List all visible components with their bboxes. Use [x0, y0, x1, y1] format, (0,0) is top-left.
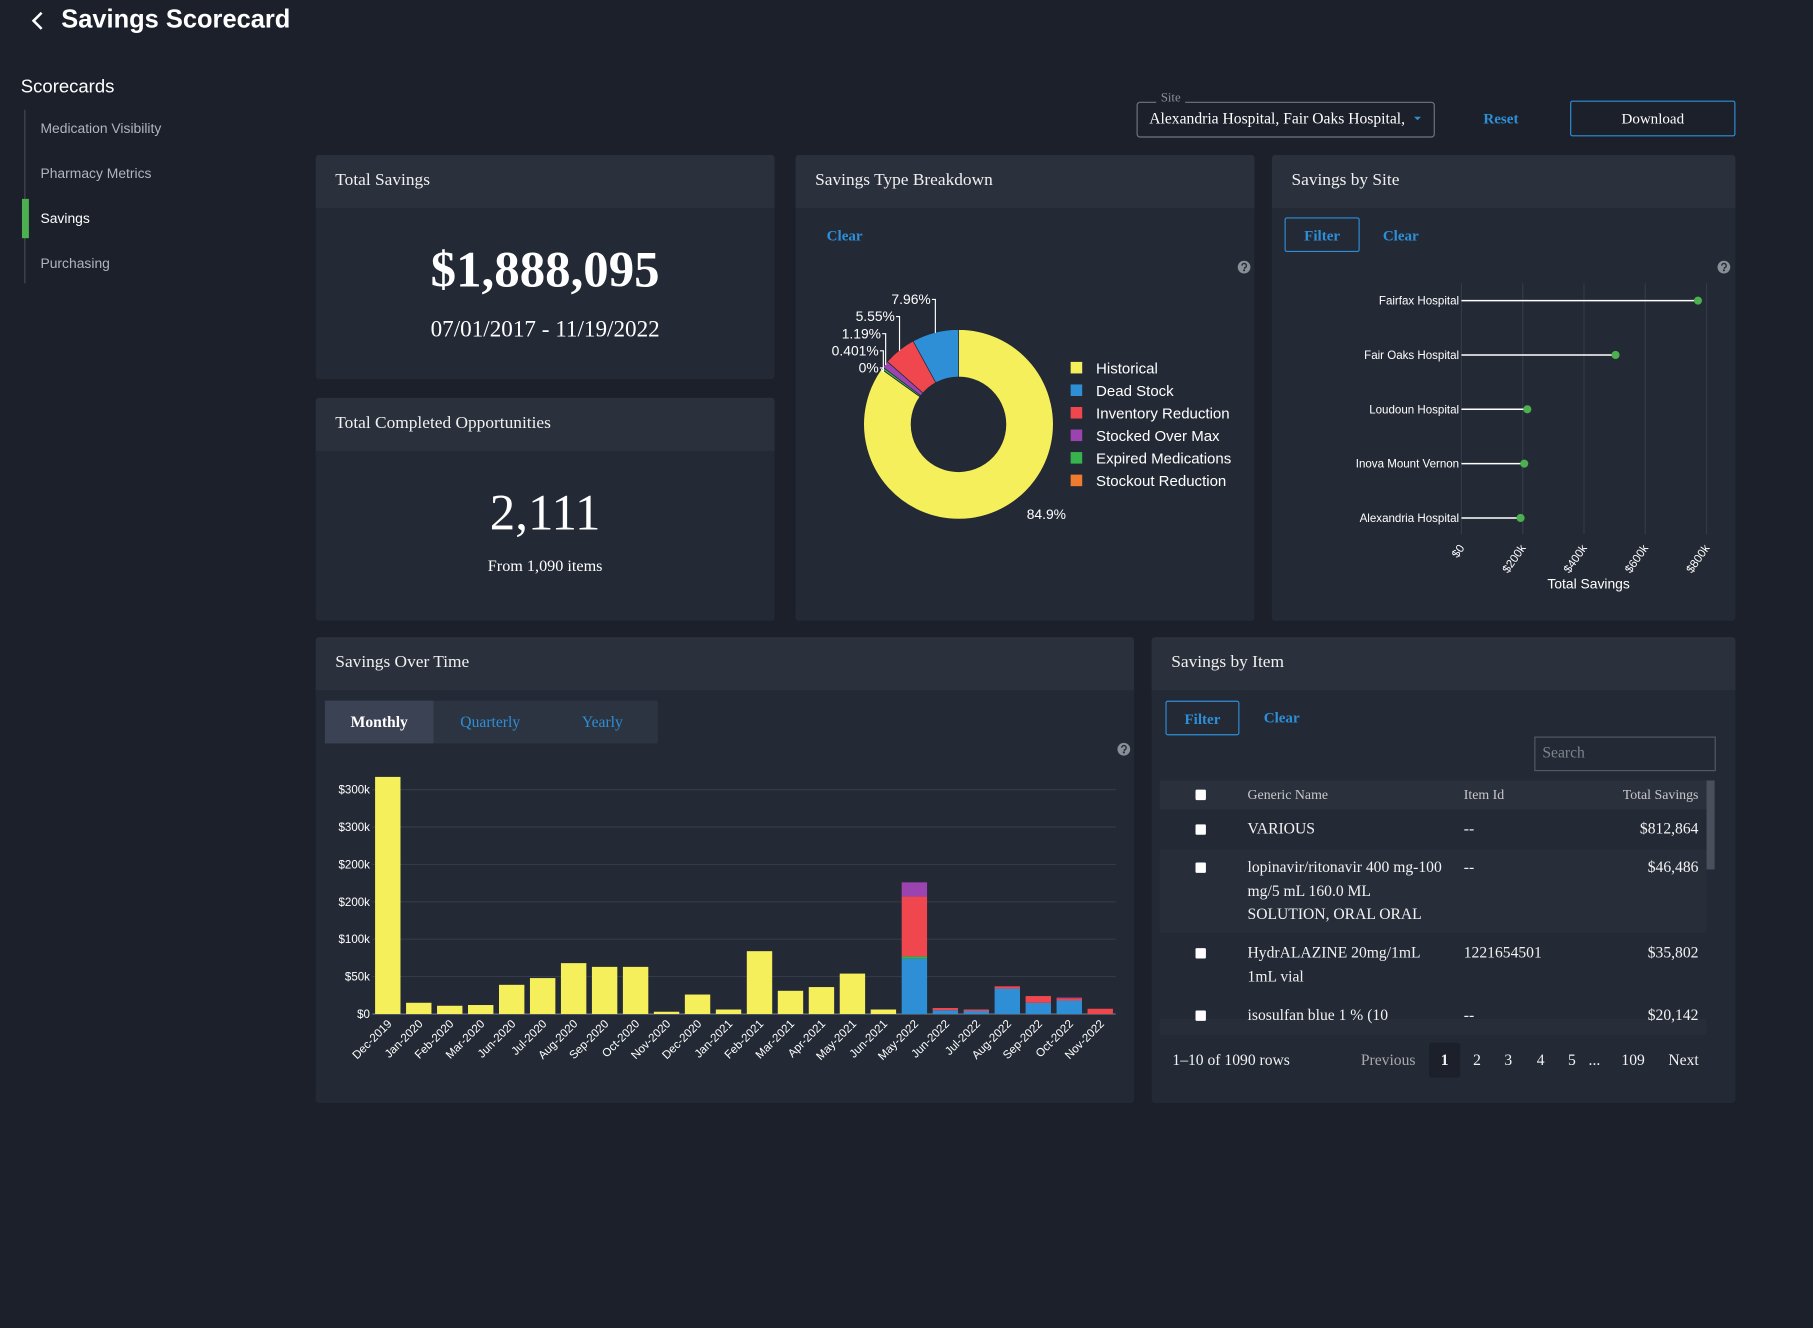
tab[interactable]: Quarterly — [460, 713, 521, 731]
nav-item[interactable]: Medication Visibility — [40, 120, 162, 137]
cell: -- — [1463, 857, 1475, 876]
checkbox[interactable] — [1195, 789, 1206, 801]
completed-count: 2,111 — [489, 484, 601, 542]
page-link[interactable]: 2 — [1473, 1050, 1481, 1069]
column-header: Item Id — [1463, 786, 1505, 803]
page-previous[interactable]: Previous — [1360, 1050, 1416, 1069]
tab[interactable]: Yearly — [581, 713, 623, 731]
cell: HydrALAZINE 20mg/1mL 1mL vial — [1247, 943, 1420, 985]
cell: isosulfan blue 1 % (10 — [1247, 1005, 1389, 1024]
card-title: Savings by Site — [1291, 171, 1400, 190]
checkbox[interactable] — [1195, 1010, 1206, 1021]
cell: VARIOUS — [1247, 819, 1315, 838]
card-title: Savings Over Time — [335, 653, 470, 672]
page-link[interactable]: 109 — [1621, 1050, 1645, 1069]
nav-item[interactable]: Savings — [40, 210, 90, 227]
reset-button[interactable]: Reset — [1483, 109, 1519, 128]
card: Total Completed Opportunities 2,111 From… — [315, 397, 775, 621]
nav-item[interactable]: Purchasing — [40, 255, 110, 272]
cell: $812,864 — [1639, 819, 1699, 838]
column-header: Generic Name — [1247, 786, 1329, 803]
sidebar-title: Scorecards — [20, 77, 115, 98]
column-header: Total Savings — [1622, 786, 1699, 803]
page-title: Savings Scorecard — [61, 4, 291, 34]
table-header — [1159, 780, 1707, 810]
clear-button[interactable]: Clear — [826, 226, 863, 244]
page-link[interactable]: 5 — [1567, 1050, 1576, 1069]
cell: lopinavir/ritonavir 400 mg-100 mg/5 mL 1… — [1247, 857, 1442, 923]
page-ellipsis: ... — [1588, 1050, 1601, 1069]
filter-button[interactable]: Filter — [1284, 217, 1360, 253]
cell: $35,802 — [1647, 943, 1699, 961]
card-title: Total Completed Opportunities — [335, 413, 551, 433]
row-stripe — [1159, 849, 1707, 934]
table: Generic Name Item Id Total Savings VARIO… — [1159, 780, 1707, 1035]
card: Savings by Site Filter Clear — [1271, 154, 1736, 621]
dropdown-caret — [1414, 116, 1421, 121]
card: Savings by Item Filter Clear Search Gene… — [1151, 637, 1736, 1104]
page-active — [1429, 1042, 1461, 1078]
page-link[interactable]: 1 — [1440, 1050, 1449, 1069]
search-placeholder: Search — [1542, 743, 1585, 761]
card-title: Savings by Item — [1171, 653, 1284, 672]
page-next[interactable]: Next — [1668, 1050, 1699, 1069]
filter-button[interactable]: Filter — [1165, 700, 1240, 736]
back-arrow[interactable] — [28, 9, 46, 32]
cell: $20,142 — [1647, 1005, 1699, 1024]
page-link[interactable]: 3 — [1504, 1050, 1513, 1069]
pagination-summary: 1–10 of 1090 rows — [1172, 1050, 1290, 1069]
card: Total Savings $1,888,095 07/01/2017 - 11… — [315, 154, 775, 380]
site-select[interactable] — [1136, 101, 1435, 138]
completed-note: From 1,090 items — [487, 558, 603, 576]
nav-item[interactable]: Pharmacy Metrics — [40, 165, 152, 182]
total-savings: $1,888,095 — [430, 241, 660, 299]
card: Savings Type Breakdown Clear — [795, 154, 1255, 621]
nav-active — [21, 198, 29, 239]
checkbox[interactable] — [1195, 948, 1206, 959]
tab[interactable]: Monthly — [324, 700, 434, 744]
checkbox[interactable] — [1195, 862, 1206, 873]
row-stripe — [1159, 1018, 1707, 1035]
site-label: Site — [1156, 91, 1186, 106]
clear-button[interactable]: Clear — [1382, 226, 1419, 244]
clear-button[interactable]: Clear — [1263, 708, 1300, 727]
cell: 1221654501 — [1463, 943, 1542, 961]
search-box[interactable] — [1534, 736, 1716, 772]
date-range: 07/01/2017 - 11/19/2022 — [430, 316, 660, 343]
site-value: Alexandria Hospital, Fair Oaks Hospital, — [1149, 109, 1406, 128]
checkbox[interactable] — [1195, 824, 1206, 835]
card: Savings Over Time Monthly Quarterly Year… — [315, 637, 1135, 1104]
scrollbar[interactable] — [1706, 780, 1715, 870]
cell: -- — [1463, 1005, 1475, 1024]
cell: -- — [1463, 819, 1475, 838]
nav-line — [24, 109, 26, 284]
page-link[interactable]: 4 — [1536, 1050, 1545, 1069]
cell: $46,486 — [1647, 857, 1699, 876]
download-button[interactable]: Download — [1570, 100, 1736, 137]
card-title: Savings Type Breakdown — [815, 171, 993, 190]
card-title: Total Savings — [335, 171, 430, 190]
